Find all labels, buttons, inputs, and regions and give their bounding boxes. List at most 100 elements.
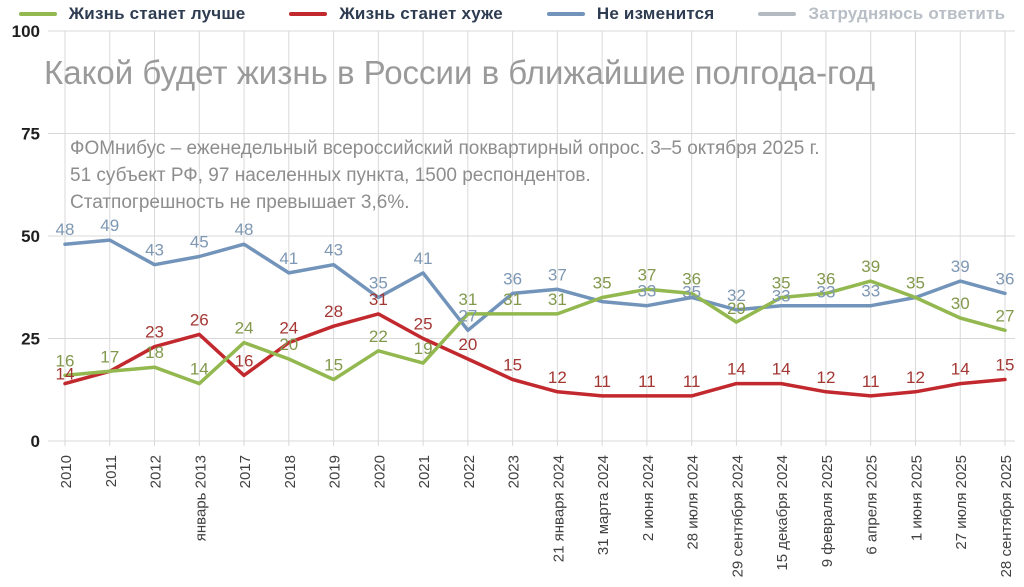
data-point-label: 36	[816, 269, 835, 288]
data-point-label: 33	[772, 287, 791, 306]
data-point-label: 31	[548, 290, 567, 309]
data-point-label: 41	[279, 249, 298, 268]
data-point-label: 29	[727, 299, 746, 318]
x-tick-label: 29 сентября 2024	[729, 455, 746, 577]
data-point-label: 15	[503, 356, 522, 375]
data-point-label: 35	[682, 282, 701, 301]
data-point-label: 17	[100, 347, 119, 366]
legend-item-label: Затрудняюсь ответить	[808, 4, 1006, 23]
data-point-label: 37	[637, 265, 656, 284]
x-tick-label: 2018	[282, 455, 299, 488]
data-point-label: 12	[816, 368, 835, 387]
legend-item-4[interactable]: Затрудняюсь ответить	[758, 4, 1005, 24]
data-point-label: 32	[727, 286, 746, 305]
x-tick-label: 2017	[237, 455, 254, 488]
data-point-label: 14	[190, 360, 209, 379]
series-line	[63, 312, 1007, 398]
data-point-label: 14	[951, 360, 970, 379]
x-tick-label: 31 марта 2024	[595, 455, 612, 555]
data-point-label: 20	[458, 335, 477, 354]
x-tick-label: 2012	[148, 455, 165, 488]
data-point-label: 39	[951, 257, 970, 276]
data-point-label: 12	[548, 368, 567, 387]
series-line	[63, 279, 1007, 386]
data-point-label: 43	[145, 241, 164, 260]
data-point-label: 48	[56, 220, 75, 239]
data-point-label: 31	[503, 290, 522, 309]
data-point-label: 35	[593, 274, 612, 293]
data-point-label: 27	[458, 306, 477, 325]
data-point-label: 39	[861, 257, 880, 276]
legend-item-2[interactable]: Жизнь станет хуже	[289, 4, 503, 24]
x-tick-label: 2022	[461, 455, 478, 488]
x-tick-label: 2019	[327, 455, 344, 488]
data-point-label: 43	[324, 241, 343, 260]
data-point-label: 33	[637, 282, 656, 301]
legend-item-label: Жизнь станет лучше	[68, 4, 246, 23]
data-point-label: 22	[369, 327, 388, 346]
data-point-label: 30	[951, 294, 970, 313]
data-point-label: 11	[638, 372, 656, 391]
x-tick-label: 27 июля 2025	[953, 455, 970, 550]
x-tick-label: 1 июня 2025	[908, 455, 925, 541]
data-point-label: 35	[906, 274, 925, 293]
data-point-label: 16	[56, 351, 75, 370]
data-point-label: 16	[235, 351, 254, 370]
y-tick-label: 50	[21, 227, 40, 246]
chart-legend: Жизнь станет лучше Жизнь станет хуже Не из…	[0, 4, 1024, 24]
data-point-label: 26	[190, 310, 209, 329]
y-tick-label: 25	[21, 330, 40, 349]
x-tick-label: 2023	[506, 455, 523, 488]
data-point-label: 12	[906, 368, 925, 387]
y-axis-tick-labels: 0 25 50 75 100	[12, 22, 40, 451]
data-point-label: 45	[190, 233, 209, 252]
x-tick-label: 2 июня 2024	[640, 455, 657, 541]
data-point-label: 15	[324, 356, 343, 375]
y-tick-label: 100	[12, 22, 40, 41]
data-point-label: 19	[414, 339, 433, 358]
data-point-label: 28	[324, 302, 343, 321]
legend-item-3[interactable]: Не изменится	[546, 4, 715, 24]
data-point-label: 24	[235, 319, 254, 338]
series-lines	[63, 238, 1007, 398]
x-tick-label: 28 июля 2024	[685, 455, 702, 550]
x-tick-label: 2021	[416, 455, 433, 488]
series-line	[63, 238, 1007, 333]
data-point-label: 35	[369, 274, 388, 293]
legend-item-label: Не изменится	[596, 4, 715, 23]
data-point-label: 18	[145, 343, 164, 362]
x-tick-label: 9 февраля 2025	[819, 455, 836, 567]
value-labels: 4816144917432318452614482416412420432815…	[56, 216, 1015, 391]
x-tick-label: 21 января 2024	[550, 455, 567, 562]
data-point-label: 27	[996, 306, 1015, 325]
data-point-label: 20	[279, 335, 298, 354]
data-point-label: 36	[996, 269, 1015, 288]
data-point-label: 14	[727, 360, 746, 379]
data-point-label: 15	[996, 356, 1015, 375]
data-point-label: 11	[683, 372, 701, 391]
data-point-label: 25	[414, 315, 433, 334]
y-tick-label: 75	[21, 125, 40, 144]
data-point-label: 31	[369, 290, 388, 309]
data-point-label: 14	[772, 360, 791, 379]
data-point-label: 37	[548, 265, 567, 284]
legend-item-1[interactable]: Жизнь станет лучше	[18, 4, 246, 24]
data-point-label: 35	[772, 274, 791, 293]
y-tick-label: 0	[31, 432, 40, 451]
x-tick-label: 2011	[103, 455, 120, 487]
grid-lines	[48, 30, 1015, 446]
legend-swatch-icon	[18, 12, 57, 16]
x-tick-label: 2020	[371, 455, 388, 488]
legend-swatch-icon	[758, 12, 797, 16]
data-point-label: 24	[279, 319, 298, 338]
legend-item-label: Жизнь станет хуже	[339, 4, 503, 23]
data-point-label: 48	[235, 220, 254, 239]
x-tick-label: 6 апреля 2025	[864, 455, 881, 555]
x-tick-label: январь 2013	[192, 455, 209, 541]
data-point-label: 11	[862, 372, 880, 391]
data-point-label: 23	[145, 323, 164, 342]
data-point-label: 31	[458, 290, 477, 309]
data-point-label: 11	[593, 372, 611, 391]
